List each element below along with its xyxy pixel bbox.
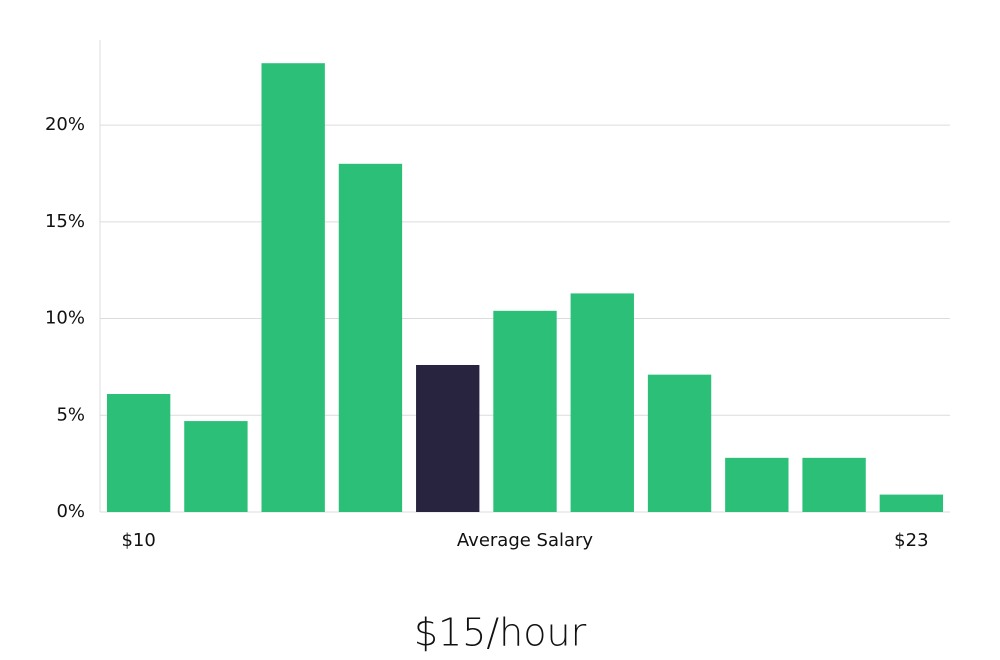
y-tick-label: 20% <box>45 114 85 135</box>
x-axis-label: Average Salary <box>457 530 594 551</box>
bar <box>261 63 325 513</box>
bar <box>106 394 171 512</box>
bar <box>184 421 248 512</box>
y-tick-label: 15% <box>45 211 85 232</box>
annotation: $15/hour <box>414 611 587 655</box>
x-tick-label: $23 <box>894 530 928 551</box>
y-tick-label: 5% <box>56 404 85 425</box>
bar <box>647 374 712 512</box>
bar <box>570 293 634 512</box>
bar <box>338 163 403 512</box>
y-tick-label: 0% <box>56 501 85 522</box>
bar <box>493 310 557 512</box>
y-tick-label: 10% <box>45 308 85 329</box>
bar <box>802 457 866 512</box>
bar <box>725 457 789 512</box>
x-tick-label: $10 <box>121 530 155 551</box>
bar <box>879 494 944 512</box>
bar <box>416 364 480 512</box>
